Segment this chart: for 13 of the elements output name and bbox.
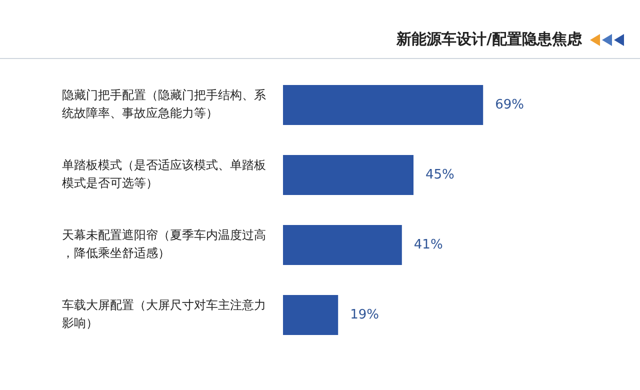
data-label: 69% [495, 97, 524, 112]
data-label: 45% [426, 167, 454, 182]
bar [283, 295, 338, 335]
data-label: 19% [350, 307, 380, 322]
bar [283, 85, 484, 125]
y-tick-label: 隐藏门把手配置（隐藏门把手结构、系统故障率、事故应急能力等） [62, 88, 266, 120]
y-tick-label: 单踏板模式（是否适应该模式、单踏板模式是否可选等） [62, 158, 266, 190]
chart-title: 新能源车设计/配置隐患焦虑 [396, 30, 582, 49]
y-tick-label: 天幕未配置遮阳帘（夏季车内温度过高，降低乘坐舒适感） [62, 228, 266, 260]
bar [283, 225, 402, 265]
data-label: 41% [414, 237, 443, 252]
bar [283, 155, 414, 195]
y-tick-label: 车载大屏配置（大屏尺寸对车主注意力影响） [62, 298, 266, 330]
